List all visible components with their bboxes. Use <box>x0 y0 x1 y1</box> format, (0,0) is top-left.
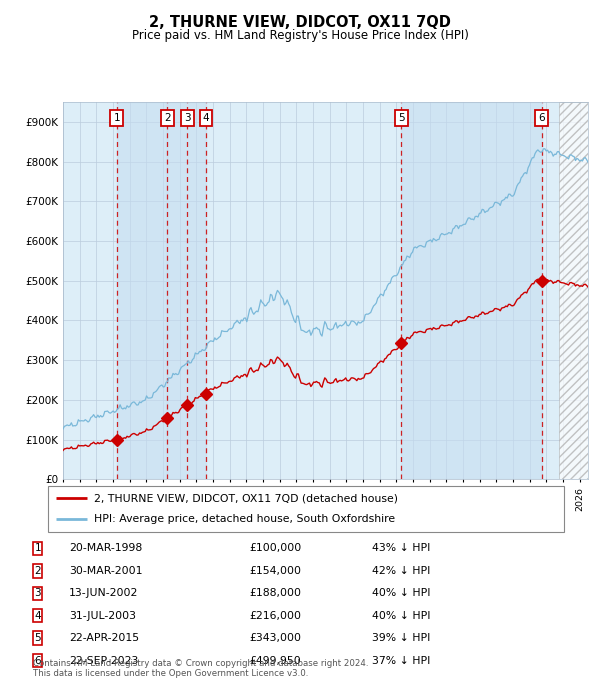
Text: 1: 1 <box>35 543 41 554</box>
Text: £216,000: £216,000 <box>249 611 301 621</box>
Text: £499,950: £499,950 <box>249 656 301 666</box>
Text: 6: 6 <box>539 113 545 123</box>
Text: 2, THURNE VIEW, DIDCOT, OX11 7QD (detached house): 2, THURNE VIEW, DIDCOT, OX11 7QD (detach… <box>94 493 398 503</box>
Bar <box>559 102 592 479</box>
FancyBboxPatch shape <box>34 609 43 622</box>
Text: 5: 5 <box>398 113 405 123</box>
Text: Contains HM Land Registry data © Crown copyright and database right 2024.
This d: Contains HM Land Registry data © Crown c… <box>33 658 368 678</box>
FancyBboxPatch shape <box>34 564 43 577</box>
FancyBboxPatch shape <box>48 486 564 532</box>
Text: £154,000: £154,000 <box>249 566 301 576</box>
Text: 2, THURNE VIEW, DIDCOT, OX11 7QD: 2, THURNE VIEW, DIDCOT, OX11 7QD <box>149 15 451 30</box>
Text: 3: 3 <box>35 588 41 598</box>
Text: £343,000: £343,000 <box>249 633 301 643</box>
Text: 2: 2 <box>164 113 170 123</box>
Bar <box>167 102 206 479</box>
FancyBboxPatch shape <box>34 632 43 645</box>
Text: 43% ↓ HPI: 43% ↓ HPI <box>372 543 430 554</box>
Text: 1: 1 <box>113 113 120 123</box>
Text: 37% ↓ HPI: 37% ↓ HPI <box>372 656 430 666</box>
Bar <box>401 102 542 479</box>
Text: 40% ↓ HPI: 40% ↓ HPI <box>372 588 431 598</box>
Text: 30-MAR-2001: 30-MAR-2001 <box>69 566 143 576</box>
Text: 4: 4 <box>35 611 41 621</box>
Text: 31-JUL-2003: 31-JUL-2003 <box>69 611 136 621</box>
Text: 2: 2 <box>35 566 41 576</box>
Text: 6: 6 <box>35 656 41 666</box>
Text: HPI: Average price, detached house, South Oxfordshire: HPI: Average price, detached house, Sout… <box>94 514 395 524</box>
Text: 13-JUN-2002: 13-JUN-2002 <box>69 588 139 598</box>
Text: Price paid vs. HM Land Registry's House Price Index (HPI): Price paid vs. HM Land Registry's House … <box>131 29 469 42</box>
Text: £100,000: £100,000 <box>249 543 301 554</box>
FancyBboxPatch shape <box>34 654 43 667</box>
Text: 22-APR-2015: 22-APR-2015 <box>69 633 139 643</box>
Text: 42% ↓ HPI: 42% ↓ HPI <box>372 566 430 576</box>
Text: 39% ↓ HPI: 39% ↓ HPI <box>372 633 430 643</box>
Text: 3: 3 <box>184 113 190 123</box>
Text: 40% ↓ HPI: 40% ↓ HPI <box>372 611 431 621</box>
Bar <box>116 102 167 479</box>
FancyBboxPatch shape <box>34 542 43 555</box>
Text: 4: 4 <box>203 113 209 123</box>
Text: 5: 5 <box>35 633 41 643</box>
Text: £188,000: £188,000 <box>249 588 301 598</box>
Text: 20-MAR-1998: 20-MAR-1998 <box>69 543 142 554</box>
FancyBboxPatch shape <box>34 587 43 600</box>
Text: 22-SEP-2023: 22-SEP-2023 <box>69 656 139 666</box>
